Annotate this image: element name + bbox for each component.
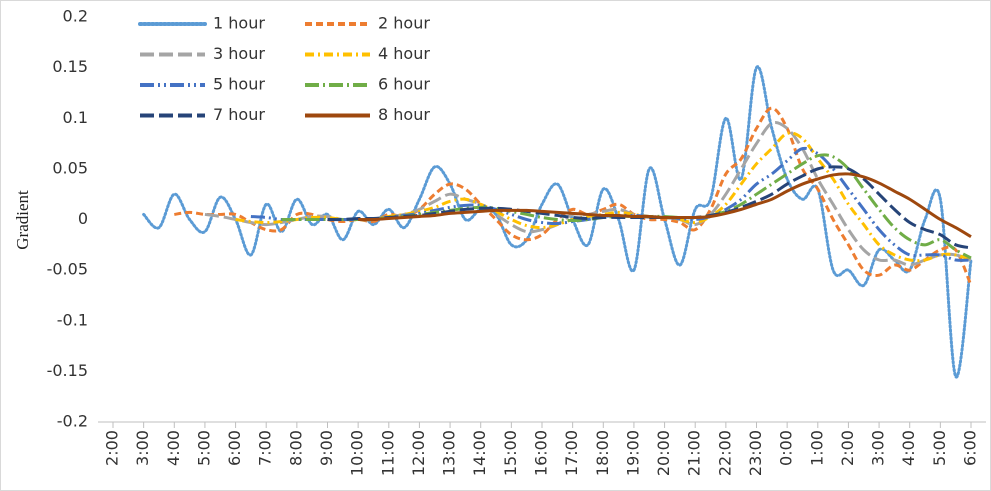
x-tick-label: 12:00	[409, 430, 428, 476]
y-tick-label: 0.15	[52, 57, 88, 76]
x-tick-label: 4:00	[899, 430, 918, 466]
x-tick-label: 3:00	[869, 430, 888, 466]
series-line	[327, 165, 972, 250]
x-tick-label: 8:00	[286, 430, 305, 466]
x-tick-label: 13:00	[440, 430, 459, 476]
x-tick-label: 6:00	[961, 430, 980, 466]
y-tick-label: 0	[78, 209, 88, 228]
x-tick-label: 10:00	[348, 430, 367, 476]
legend-label: 8 hour	[378, 105, 430, 124]
series-line	[358, 172, 972, 239]
y-tick-label: -0.2	[57, 412, 88, 431]
x-tick-label: 21:00	[685, 430, 704, 476]
x-tick-label: 20:00	[654, 430, 673, 476]
legend-label: 4 hour	[378, 44, 430, 63]
legend-label: 1 hour	[213, 14, 265, 33]
x-tick-label: 5:00	[194, 430, 213, 466]
x-tick-label: 2:00	[103, 430, 122, 466]
y-tick-label: 0.1	[63, 108, 88, 127]
x-tick-label: 23:00	[746, 430, 765, 476]
x-tick-label: 7:00	[256, 430, 275, 466]
x-tick-label: 2:00	[838, 430, 857, 466]
x-tick-label: 22:00	[715, 430, 734, 476]
x-tick-label: 3:00	[133, 430, 152, 466]
x-tick-label: 11:00	[378, 430, 397, 476]
x-tick-label: 9:00	[317, 430, 336, 466]
y-tick-label: -0.1	[57, 310, 88, 329]
y-axis-label: Gradient	[13, 190, 32, 250]
x-tick-label: 5:00	[930, 430, 949, 466]
x-tick-label: 17:00	[562, 430, 581, 476]
x-tick-label: 18:00	[593, 430, 612, 476]
x-tick-label: 19:00	[623, 430, 642, 476]
y-tick-label: 0.05	[52, 158, 88, 177]
y-tick-label: 0.2	[63, 7, 88, 26]
series-line	[235, 131, 972, 263]
x-tick-label: 1:00	[807, 430, 826, 466]
x-tick-label: 6:00	[225, 430, 244, 466]
y-tick-label: -0.15	[47, 361, 88, 380]
x-tick-label: 4:00	[164, 430, 183, 466]
y-tick-label: -0.05	[47, 260, 88, 279]
x-tick-label: 0:00	[777, 430, 796, 466]
legend-label: 6 hour	[378, 75, 430, 94]
series-line	[174, 106, 973, 286]
legend-label: 7 hour	[213, 105, 265, 124]
legend-label: 2 hour	[378, 14, 430, 33]
x-tick-label: 16:00	[532, 430, 551, 476]
x-tick-label: 14:00	[470, 430, 489, 476]
legend-label: 3 hour	[213, 44, 265, 63]
x-tick-label: 15:00	[501, 430, 520, 476]
legend-label: 5 hour	[213, 75, 265, 94]
